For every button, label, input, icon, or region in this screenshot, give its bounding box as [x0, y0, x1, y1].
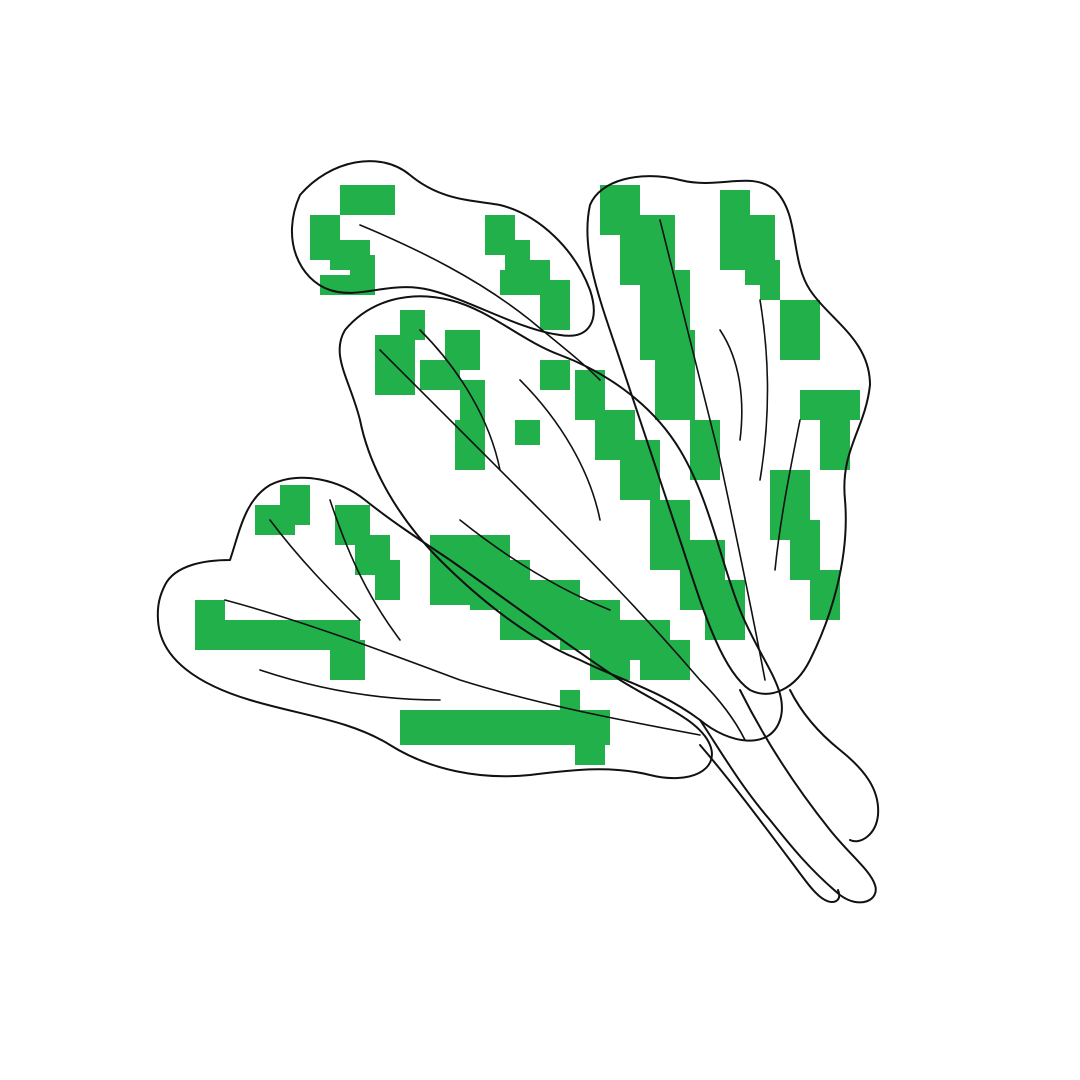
green-pixel-pattern: [195, 185, 860, 765]
vein-top-right-side-2: [759, 299, 769, 481]
stem-back: [789, 689, 880, 843]
vein-bottom-left-main: [224, 599, 701, 736]
leaf-back-left-outline: [291, 160, 595, 337]
green-pixel-block: [800, 390, 860, 420]
green-pixel-block: [820, 420, 850, 470]
green-pixel-block: [350, 255, 375, 295]
green-pixel-block: [575, 740, 605, 765]
green-pixel-block: [340, 185, 395, 215]
stem-bottom: [699, 744, 841, 903]
vein-bottom-left-side-2: [329, 499, 401, 641]
green-pixel-block: [760, 260, 780, 300]
vein-center-main: [379, 349, 746, 741]
vein-top-right-side-1: [719, 329, 743, 441]
green-pixel-block: [540, 360, 570, 390]
stem-front: [699, 689, 877, 904]
green-pixel-block: [560, 690, 580, 710]
green-pixel-block: [210, 620, 350, 650]
green-pixel-block: [720, 600, 745, 640]
vein-center-side-3: [459, 519, 611, 611]
green-pixel-block: [690, 420, 720, 480]
green-pixel-block: [400, 310, 425, 340]
green-pixel-block: [445, 330, 480, 370]
vein-top-right-main: [659, 219, 766, 681]
green-pixel-block: [540, 720, 600, 740]
green-pixel-block: [280, 485, 310, 525]
vein-bottom-left-side-3: [259, 669, 441, 701]
green-pixel-block: [590, 620, 630, 680]
vein-center-side-1: [419, 329, 501, 471]
vein-center-side-2: [519, 379, 601, 521]
leaf-center-outline: [338, 295, 783, 742]
green-pixel-block: [655, 330, 695, 420]
vein-back-left: [359, 224, 601, 381]
green-pixel-block: [375, 560, 400, 600]
green-pixel-block: [500, 270, 520, 295]
leaf-top-right-outline: [586, 175, 871, 695]
vein-top-right-side-3: [774, 419, 801, 571]
green-pixel-block: [620, 440, 660, 500]
leaf-bottom-left-outline: [156, 476, 713, 780]
green-pixel-block: [540, 280, 570, 330]
green-pixel-block: [780, 300, 820, 360]
green-pixel-block: [515, 420, 540, 445]
vein-bottom-left-side-1: [269, 519, 361, 621]
green-pixel-block: [455, 420, 485, 470]
green-pixel-block: [340, 640, 365, 680]
